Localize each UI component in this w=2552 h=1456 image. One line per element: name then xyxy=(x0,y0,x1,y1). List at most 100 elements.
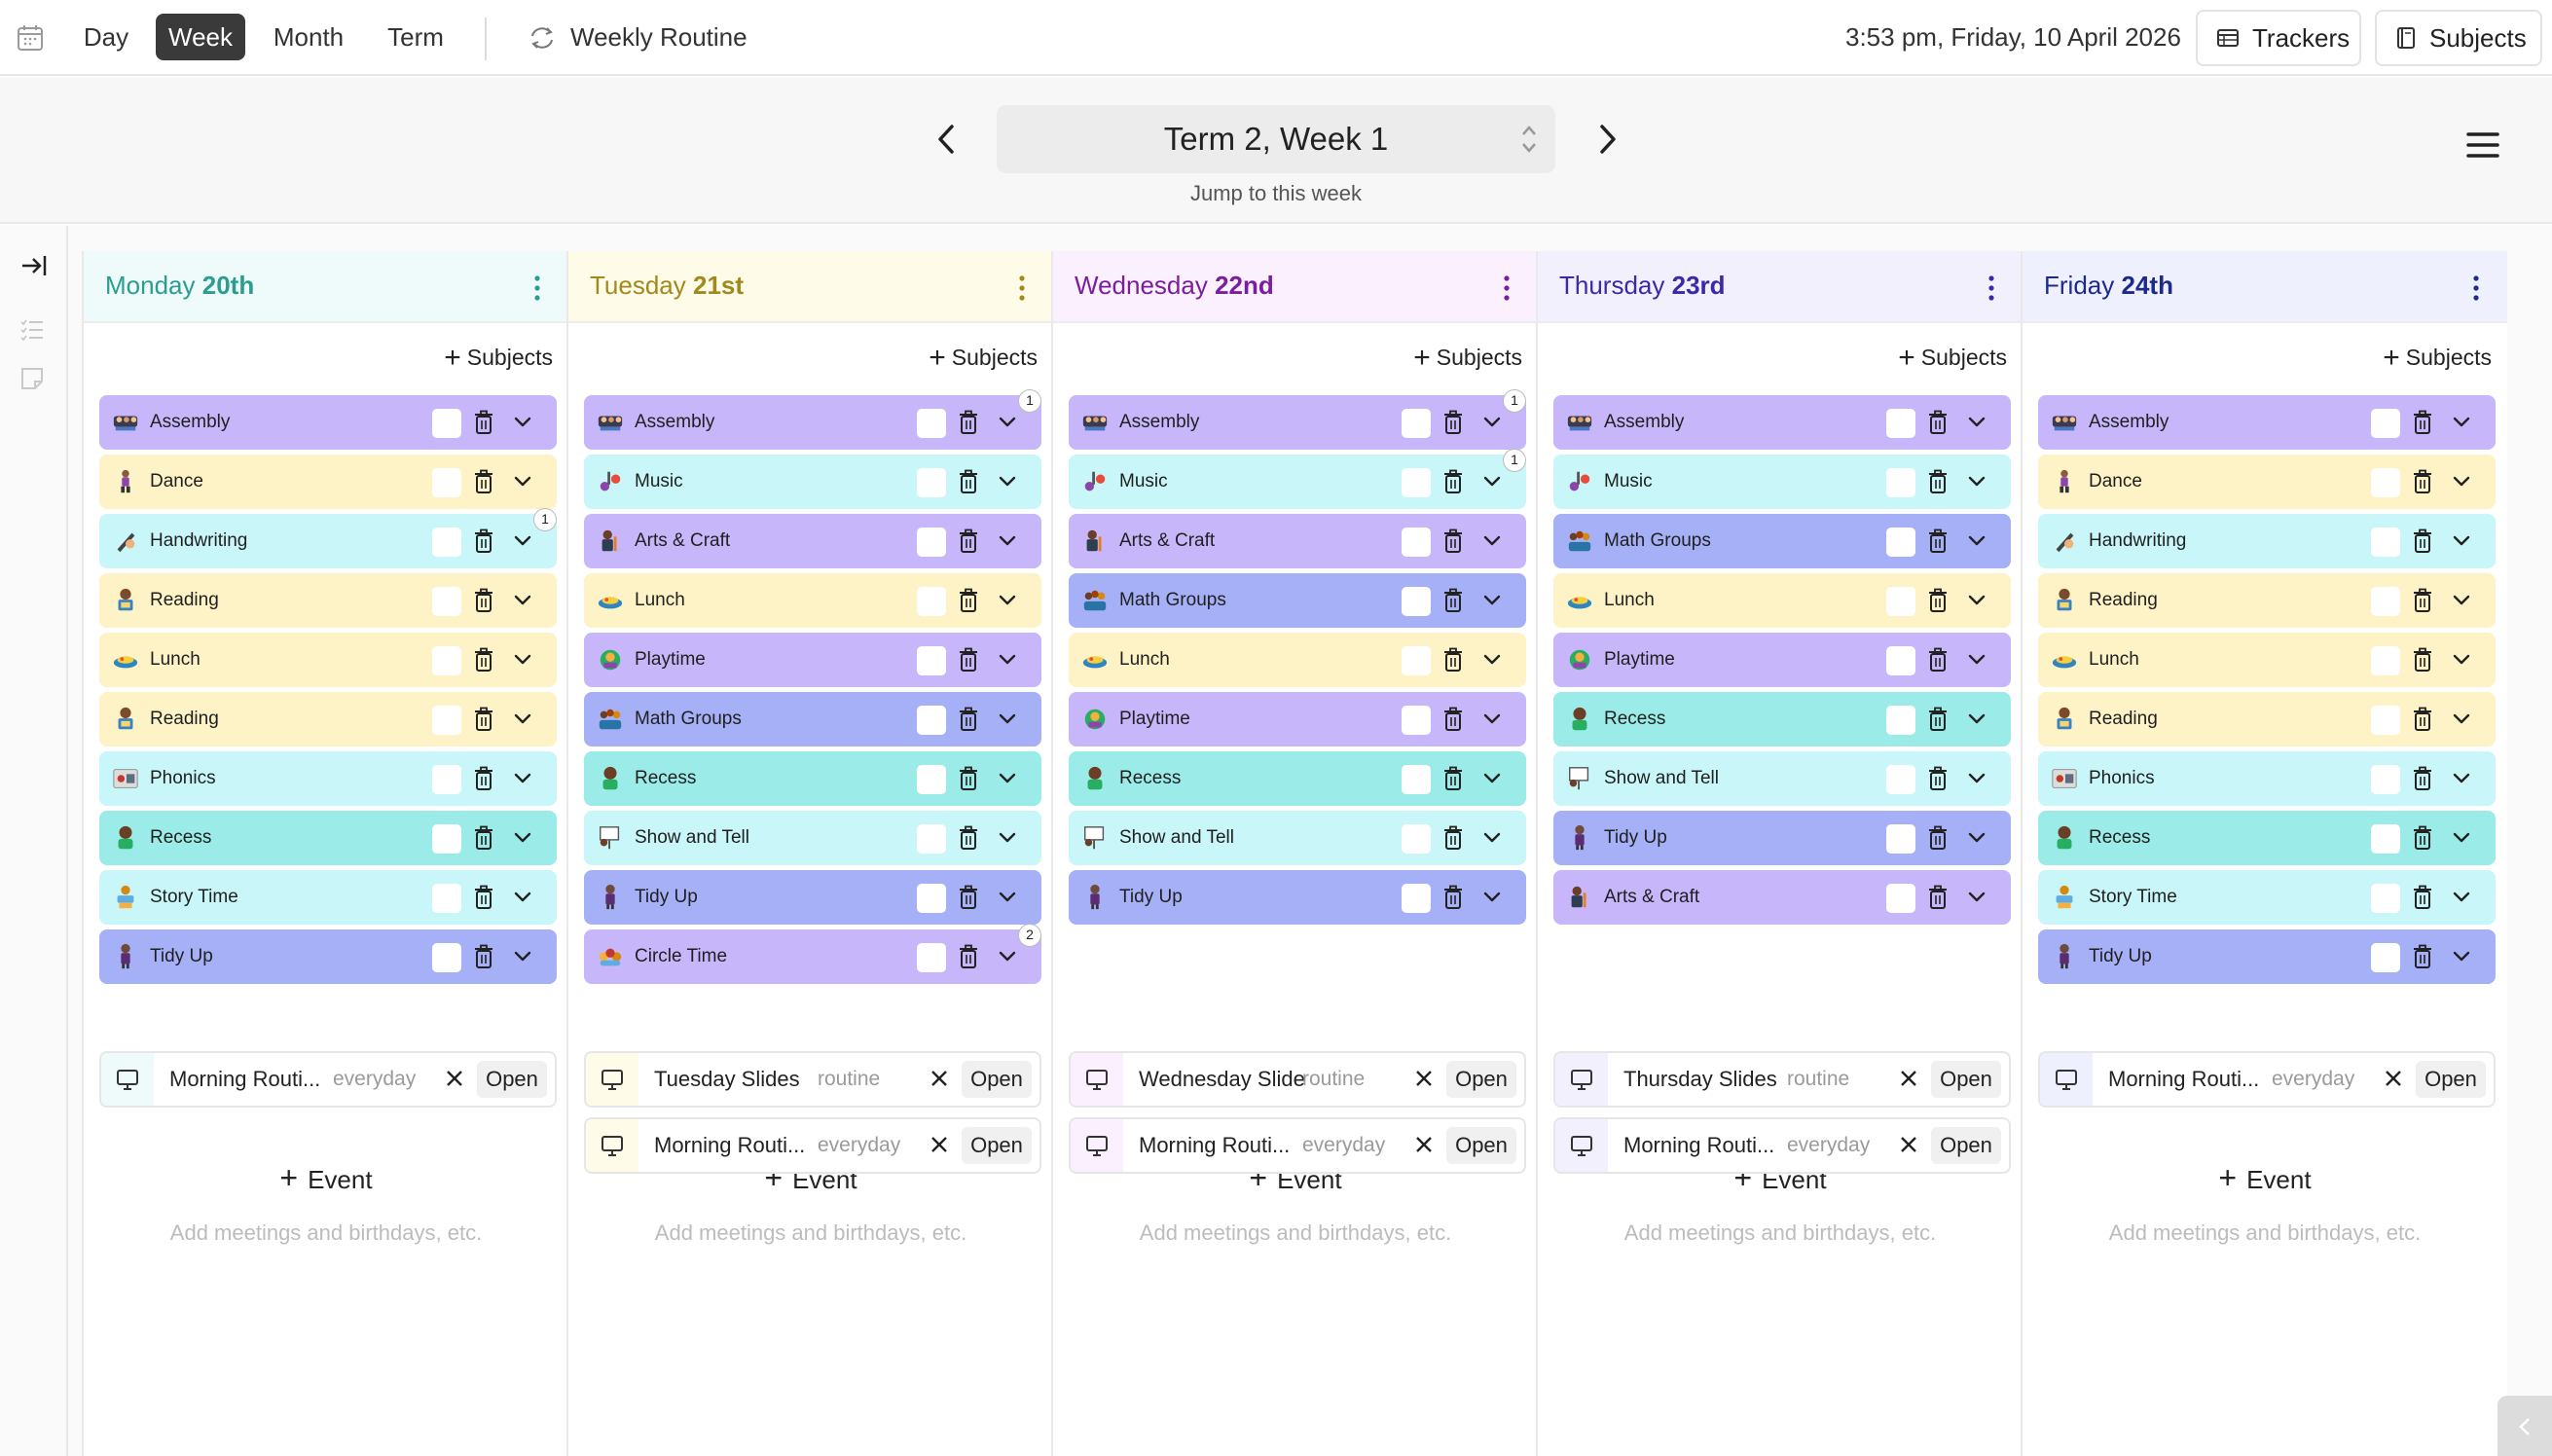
subject-checkbox[interactable] xyxy=(432,824,461,854)
trash-icon[interactable] xyxy=(1927,469,1949,494)
subject-card[interactable]: Assembly 1 xyxy=(584,389,1041,450)
subject-checkbox[interactable] xyxy=(1402,706,1431,735)
close-icon[interactable] xyxy=(929,1134,950,1155)
trash-icon[interactable] xyxy=(473,588,494,613)
trash-icon[interactable] xyxy=(958,647,979,673)
open-slides-button[interactable]: Open xyxy=(2416,1061,2486,1098)
subject-card[interactable]: Show and Tell xyxy=(584,811,1041,865)
subject-checkbox[interactable] xyxy=(1402,468,1431,497)
subject-card[interactable]: Story Time xyxy=(99,870,557,925)
subject-card[interactable]: Recess xyxy=(2038,811,2496,865)
trash-icon[interactable] xyxy=(958,528,979,554)
trash-icon[interactable] xyxy=(473,410,494,435)
subject-checkbox[interactable] xyxy=(2371,943,2400,972)
trash-icon[interactable] xyxy=(958,707,979,732)
subject-card[interactable]: Handwriting xyxy=(2038,514,2496,568)
subject-card[interactable]: Playtime xyxy=(1069,692,1526,746)
chevron-down-icon[interactable] xyxy=(997,591,1018,610)
subject-card[interactable]: Phonics xyxy=(2038,751,2496,806)
trash-icon[interactable] xyxy=(958,885,979,910)
subject-checkbox[interactable] xyxy=(1886,706,1915,735)
subject-checkbox[interactable] xyxy=(917,884,946,913)
chevron-down-icon[interactable] xyxy=(2451,591,2472,610)
subject-card[interactable]: Assembly xyxy=(1553,395,2011,450)
subject-checkbox[interactable] xyxy=(432,765,461,794)
trash-icon[interactable] xyxy=(473,647,494,673)
subject-card[interactable]: Playtime xyxy=(584,633,1041,687)
trash-icon[interactable] xyxy=(1927,410,1949,435)
chevron-down-icon[interactable] xyxy=(512,947,533,966)
chevron-down-icon[interactable] xyxy=(2451,769,2472,788)
chevron-down-icon[interactable] xyxy=(512,828,533,848)
trash-icon[interactable] xyxy=(1442,528,1464,554)
add-subjects-button[interactable]: + Subjects xyxy=(929,343,1038,372)
add-subjects-button[interactable]: + Subjects xyxy=(2383,343,2492,372)
subject-card[interactable]: Tidy Up xyxy=(2038,929,2496,984)
subject-checkbox[interactable] xyxy=(2371,646,2400,675)
slides-attachment[interactable]: Thursday Slides routine Open xyxy=(1553,1051,2011,1108)
subject-checkbox[interactable] xyxy=(1402,824,1431,854)
close-icon[interactable] xyxy=(444,1068,465,1089)
trash-icon[interactable] xyxy=(958,469,979,494)
jump-to-week-link[interactable]: Jump to this week xyxy=(1189,181,1363,205)
chevron-down-icon[interactable] xyxy=(997,531,1018,551)
open-slides-button[interactable]: Open xyxy=(1931,1127,2001,1164)
more-options-icon[interactable] xyxy=(1503,274,1511,302)
chevron-down-icon[interactable] xyxy=(997,888,1018,907)
subject-card[interactable]: Handwriting 1 xyxy=(99,508,557,568)
subject-card[interactable]: Arts & Craft xyxy=(584,514,1041,568)
view-week-button[interactable]: Week xyxy=(156,14,245,60)
subject-checkbox[interactable] xyxy=(1886,528,1915,557)
trash-icon[interactable] xyxy=(958,588,979,613)
subject-card[interactable]: Math Groups xyxy=(1069,573,1526,628)
expand-panel-icon[interactable] xyxy=(19,251,49,280)
subject-card[interactable]: Tidy Up xyxy=(584,870,1041,925)
chevron-down-icon[interactable] xyxy=(1966,472,1987,491)
open-slides-button[interactable]: Open xyxy=(962,1061,1032,1098)
subject-card[interactable]: Recess xyxy=(1553,692,2011,746)
chevron-down-icon[interactable] xyxy=(1481,472,1503,491)
subject-card[interactable]: Music 1 xyxy=(1069,449,1526,509)
subject-card[interactable]: Music xyxy=(584,455,1041,509)
collapse-panel-button[interactable] xyxy=(2497,1396,2552,1456)
next-week-icon[interactable] xyxy=(1588,115,1627,164)
chevron-down-icon[interactable] xyxy=(1966,413,1987,432)
chevron-down-icon[interactable] xyxy=(2451,413,2472,432)
chevron-down-icon[interactable] xyxy=(1966,828,1987,848)
trash-icon[interactable] xyxy=(1442,885,1464,910)
chevron-down-icon[interactable] xyxy=(1966,888,1987,907)
subject-card[interactable]: Dance xyxy=(99,455,557,509)
add-event-button[interactable]: + Event xyxy=(84,1160,568,1196)
trash-icon[interactable] xyxy=(2412,944,2433,969)
sticky-note-icon[interactable] xyxy=(19,366,45,391)
subject-card[interactable]: Tidy Up xyxy=(99,929,557,984)
week-selector[interactable]: Term 2, Week 1 xyxy=(997,105,1555,173)
chevron-down-icon[interactable] xyxy=(2451,531,2472,551)
chevron-down-icon[interactable] xyxy=(512,591,533,610)
subject-card[interactable]: Phonics xyxy=(99,751,557,806)
add-subjects-button[interactable]: + Subjects xyxy=(1898,343,2007,372)
chevron-down-icon[interactable] xyxy=(512,710,533,729)
chevron-down-icon[interactable] xyxy=(997,710,1018,729)
subject-checkbox[interactable] xyxy=(1402,884,1431,913)
trackers-button[interactable]: Trackers xyxy=(2196,10,2361,66)
slides-attachment[interactable]: Morning Routi... everyday Open xyxy=(1553,1117,2011,1174)
trash-icon[interactable] xyxy=(2412,528,2433,554)
subject-checkbox[interactable] xyxy=(432,468,461,497)
slides-attachment[interactable]: Morning Routi... everyday Open xyxy=(2038,1051,2496,1108)
trash-icon[interactable] xyxy=(473,766,494,791)
subject-card[interactable]: Show and Tell xyxy=(1553,751,2011,806)
trash-icon[interactable] xyxy=(2412,588,2433,613)
subject-checkbox[interactable] xyxy=(917,468,946,497)
chevron-down-icon[interactable] xyxy=(2451,947,2472,966)
subject-card[interactable]: Dance xyxy=(2038,455,2496,509)
trash-icon[interactable] xyxy=(2412,885,2433,910)
trash-icon[interactable] xyxy=(958,766,979,791)
subject-checkbox[interactable] xyxy=(1886,824,1915,854)
close-icon[interactable] xyxy=(2383,1068,2404,1089)
chevron-down-icon[interactable] xyxy=(997,828,1018,848)
previous-week-icon[interactable] xyxy=(927,115,966,164)
subject-checkbox[interactable] xyxy=(432,587,461,616)
trash-icon[interactable] xyxy=(1927,766,1949,791)
chevron-down-icon[interactable] xyxy=(997,650,1018,670)
